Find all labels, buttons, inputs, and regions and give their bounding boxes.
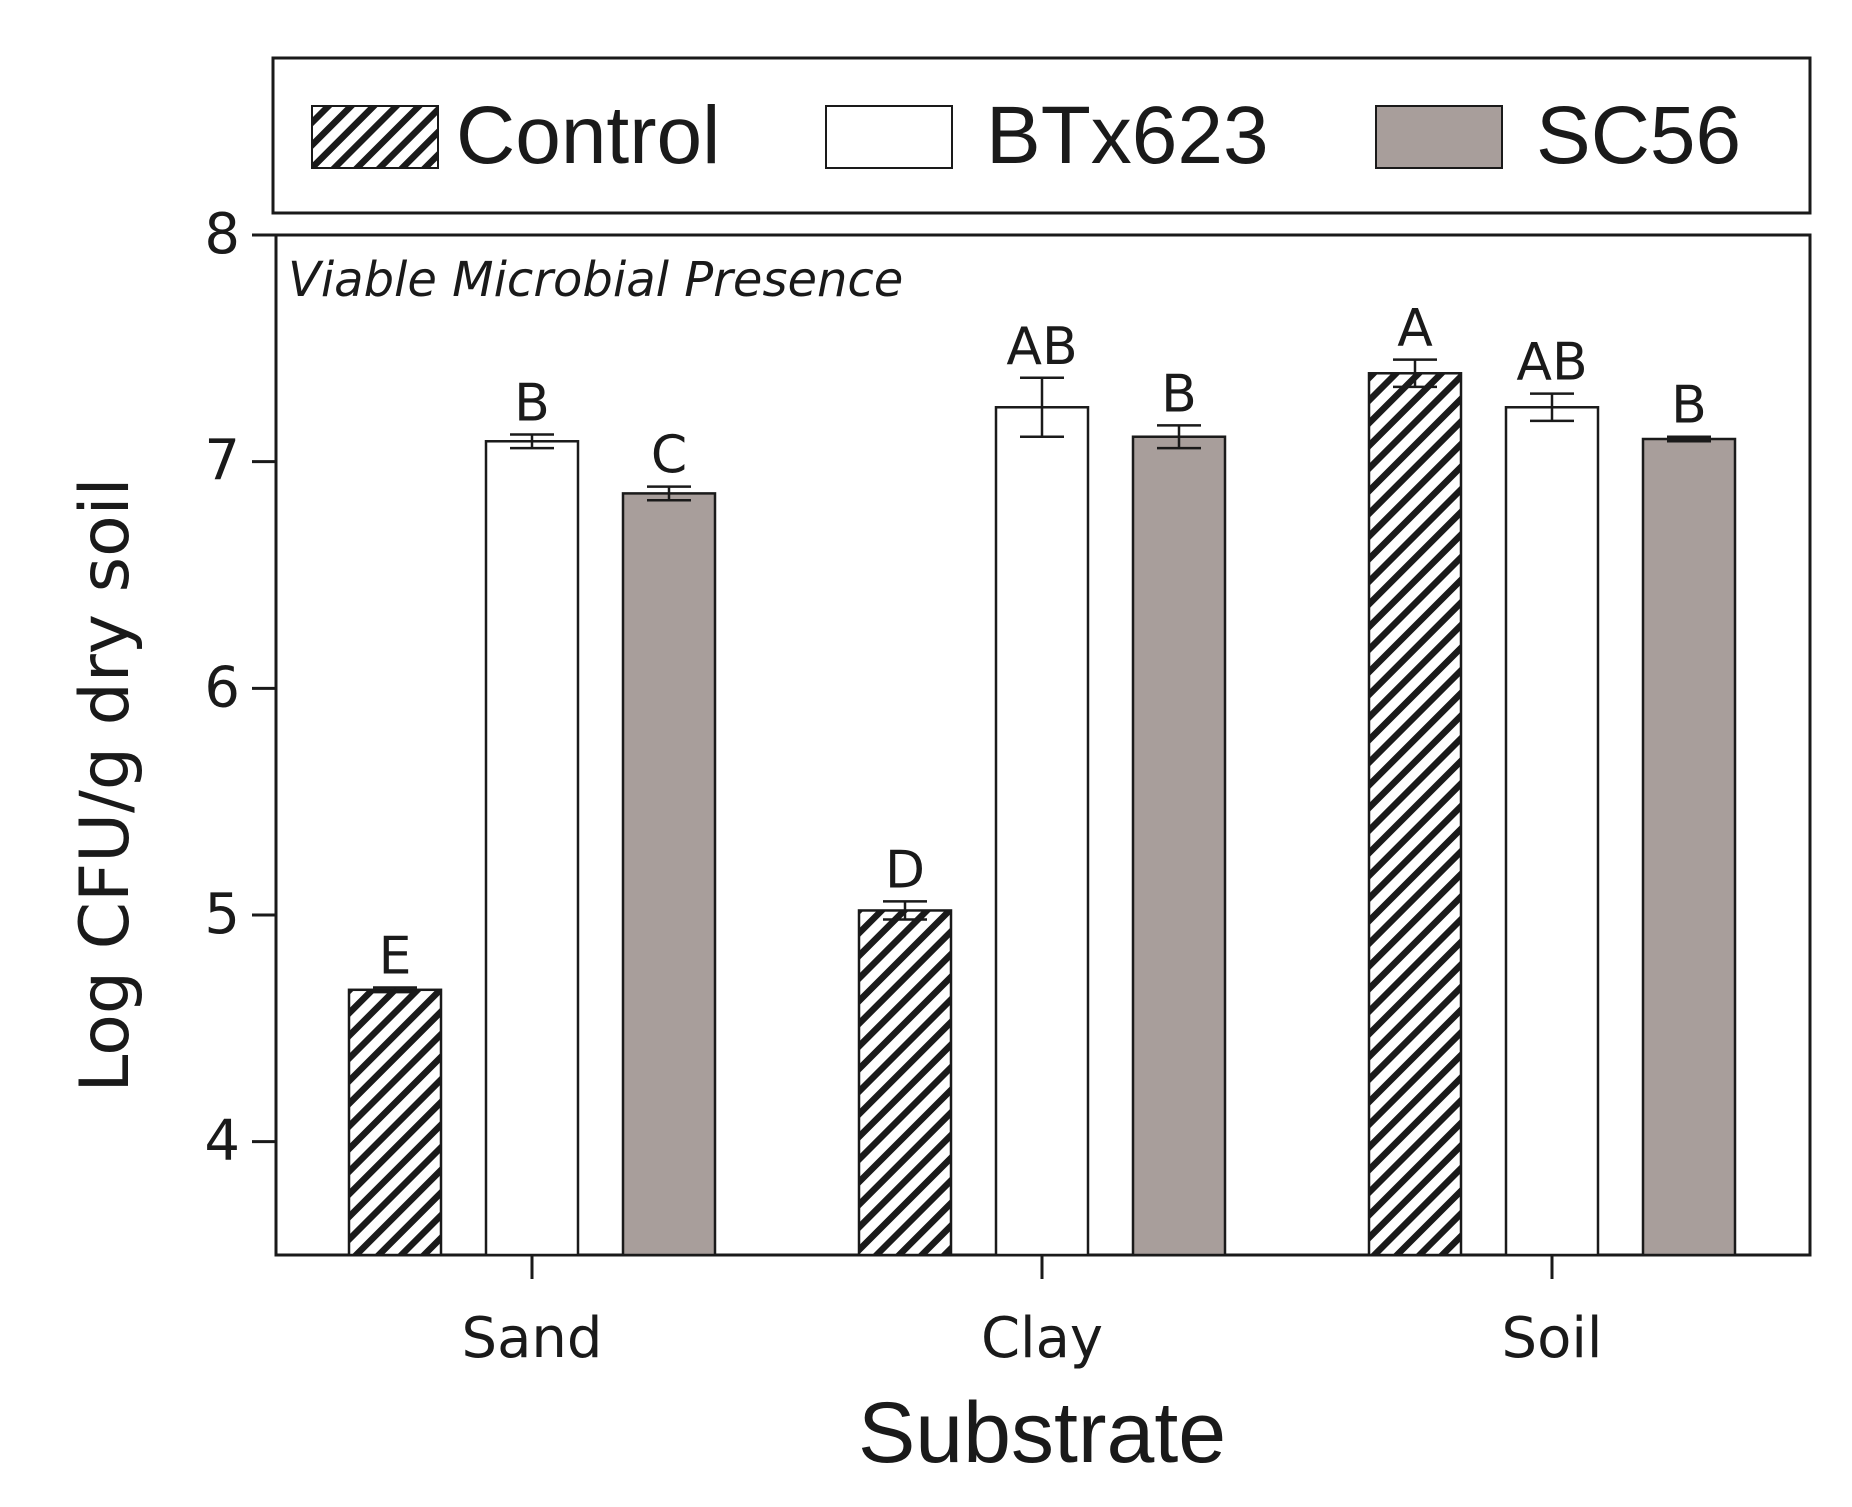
bar-btx623-soil bbox=[1504, 406, 1600, 1257]
significance-letter-sc56-sand: C bbox=[651, 426, 687, 486]
y-tick-label-5: 5 bbox=[204, 882, 240, 947]
significance-letter-btx623-soil: AB bbox=[1516, 333, 1587, 393]
bar-btx623-sand bbox=[484, 440, 580, 1257]
significance-letter-btx623-clay: AB bbox=[1006, 317, 1077, 377]
legend-label-control: Control bbox=[456, 90, 720, 181]
legend: Control BTx623 SC56 bbox=[271, 56, 1812, 215]
bar-sc56-clay bbox=[1131, 435, 1227, 1257]
y-tick-label-4: 4 bbox=[204, 1109, 240, 1174]
bar-btx623-clay bbox=[994, 406, 1090, 1257]
panel-label: Viable Microbial Presence bbox=[288, 252, 903, 308]
bar-sc56-sand bbox=[621, 492, 717, 1257]
y-tick-label-6: 6 bbox=[204, 655, 240, 720]
significance-letter-control-soil: A bbox=[1397, 299, 1433, 359]
legend-swatch-control bbox=[311, 105, 439, 169]
bar-control-soil bbox=[1367, 372, 1463, 1257]
bar-control-sand bbox=[347, 988, 443, 1257]
bar-sc56-soil bbox=[1641, 437, 1737, 1257]
x-tick-label-clay: Clay bbox=[981, 1306, 1103, 1371]
y-tick-label-7: 7 bbox=[204, 429, 240, 494]
y-axis-title: Log CFU/g dry soil bbox=[66, 478, 145, 1093]
legend-swatch-btx623 bbox=[825, 105, 953, 169]
x-axis: Sand Clay Soil bbox=[462, 1255, 1603, 1371]
legend-label-btx623: BTx623 bbox=[986, 90, 1269, 181]
significance-letter-sc56-clay: B bbox=[1161, 364, 1197, 424]
significance-letter-sc56-soil: B bbox=[1671, 376, 1707, 436]
significance-letter-control-clay: D bbox=[885, 840, 925, 900]
y-axis: 4 5 6 7 8 bbox=[204, 202, 276, 1174]
bar-control-clay bbox=[857, 909, 953, 1257]
x-tick-label-sand: Sand bbox=[462, 1306, 603, 1371]
x-tick-label-soil: Soil bbox=[1502, 1306, 1603, 1371]
significance-letter-control-sand: E bbox=[379, 927, 412, 987]
x-axis-title: Substrate bbox=[858, 1385, 1226, 1481]
significance-letter-btx623-sand: B bbox=[514, 373, 550, 433]
y-tick-label-8: 8 bbox=[204, 202, 240, 267]
legend-label-sc56: SC56 bbox=[1536, 90, 1741, 181]
legend-swatch-sc56 bbox=[1375, 105, 1503, 169]
legend-frame bbox=[271, 56, 1812, 215]
